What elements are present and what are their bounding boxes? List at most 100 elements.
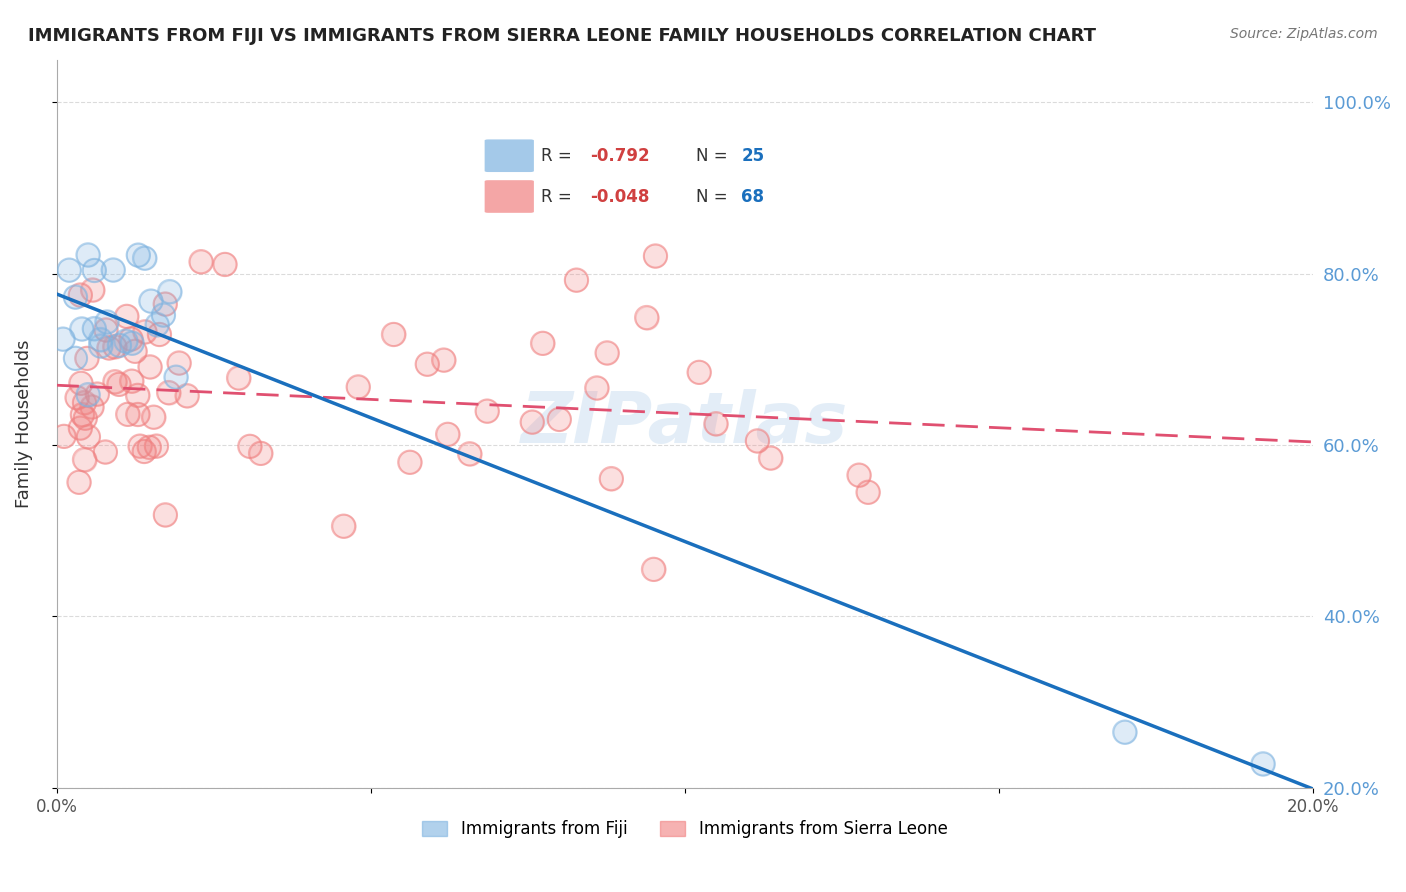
Point bbox=[139, 294, 162, 309]
Point bbox=[436, 427, 458, 442]
Point bbox=[65, 290, 87, 304]
Point bbox=[416, 357, 439, 371]
Point bbox=[145, 439, 167, 453]
Point bbox=[104, 375, 127, 389]
Point bbox=[77, 430, 100, 444]
Point bbox=[69, 421, 91, 435]
Point bbox=[856, 485, 879, 500]
Point bbox=[69, 376, 91, 391]
Point bbox=[72, 408, 94, 422]
Point bbox=[69, 376, 91, 391]
Point bbox=[108, 338, 131, 352]
Point bbox=[76, 351, 98, 366]
Point bbox=[433, 353, 456, 368]
Point bbox=[121, 336, 143, 351]
Point bbox=[52, 429, 75, 443]
Point bbox=[1114, 725, 1136, 739]
Point bbox=[65, 351, 87, 366]
Point bbox=[146, 318, 169, 332]
Point bbox=[114, 334, 136, 348]
Point bbox=[458, 447, 481, 461]
Point bbox=[332, 519, 354, 533]
Point bbox=[108, 377, 131, 392]
Point bbox=[1251, 756, 1274, 771]
Point bbox=[152, 308, 174, 322]
Point bbox=[165, 370, 187, 384]
Point bbox=[65, 351, 87, 366]
Point bbox=[190, 254, 212, 268]
Point bbox=[332, 519, 354, 533]
Point bbox=[636, 310, 658, 325]
Point bbox=[72, 408, 94, 422]
Point bbox=[176, 389, 198, 403]
Point bbox=[134, 444, 156, 458]
Point bbox=[228, 371, 250, 385]
Point bbox=[688, 365, 710, 379]
Point bbox=[80, 400, 103, 414]
Point bbox=[58, 263, 80, 277]
Point bbox=[138, 440, 160, 454]
Point bbox=[249, 446, 271, 460]
Point bbox=[101, 263, 124, 277]
Point bbox=[522, 415, 544, 429]
Point bbox=[77, 387, 100, 401]
Point bbox=[148, 327, 170, 342]
Point bbox=[104, 340, 127, 354]
Point bbox=[82, 283, 104, 297]
Point bbox=[548, 412, 571, 426]
Point bbox=[134, 444, 156, 458]
Point bbox=[1114, 725, 1136, 739]
Point bbox=[167, 356, 190, 370]
Point bbox=[129, 439, 152, 453]
Point bbox=[148, 327, 170, 342]
Point bbox=[104, 375, 127, 389]
Point bbox=[644, 249, 666, 263]
Point bbox=[127, 248, 149, 262]
Point bbox=[848, 468, 870, 483]
Point bbox=[75, 411, 97, 425]
Point bbox=[66, 391, 89, 405]
Point bbox=[90, 339, 112, 353]
Point bbox=[73, 395, 96, 409]
Point bbox=[176, 389, 198, 403]
Point bbox=[96, 315, 118, 329]
Point bbox=[69, 288, 91, 302]
Point bbox=[120, 332, 142, 346]
Point bbox=[58, 263, 80, 277]
Point bbox=[155, 297, 177, 311]
Point bbox=[531, 336, 554, 351]
Point bbox=[52, 332, 75, 346]
Point bbox=[398, 455, 420, 469]
Point bbox=[155, 297, 177, 311]
Point bbox=[347, 380, 370, 394]
Point bbox=[80, 400, 103, 414]
Point bbox=[239, 439, 262, 453]
Point bbox=[73, 395, 96, 409]
Point bbox=[600, 472, 623, 486]
Point bbox=[398, 455, 420, 469]
Point bbox=[127, 248, 149, 262]
Point bbox=[747, 434, 769, 448]
Point bbox=[67, 475, 90, 490]
Point bbox=[67, 475, 90, 490]
Point bbox=[848, 468, 870, 483]
Point bbox=[643, 562, 665, 576]
Text: ZIPatlas: ZIPatlas bbox=[522, 389, 849, 458]
Point bbox=[127, 408, 149, 422]
Point bbox=[94, 445, 117, 459]
Point bbox=[121, 374, 143, 388]
Point bbox=[165, 370, 187, 384]
Point bbox=[214, 257, 236, 271]
Point bbox=[69, 421, 91, 435]
Point bbox=[458, 447, 481, 461]
Point bbox=[347, 380, 370, 394]
Point bbox=[121, 336, 143, 351]
Point bbox=[134, 251, 156, 265]
Point bbox=[548, 412, 571, 426]
Point bbox=[600, 472, 623, 486]
Point bbox=[101, 263, 124, 277]
Point bbox=[70, 322, 93, 336]
Point bbox=[155, 508, 177, 522]
Point bbox=[139, 359, 162, 374]
Point bbox=[382, 327, 405, 342]
